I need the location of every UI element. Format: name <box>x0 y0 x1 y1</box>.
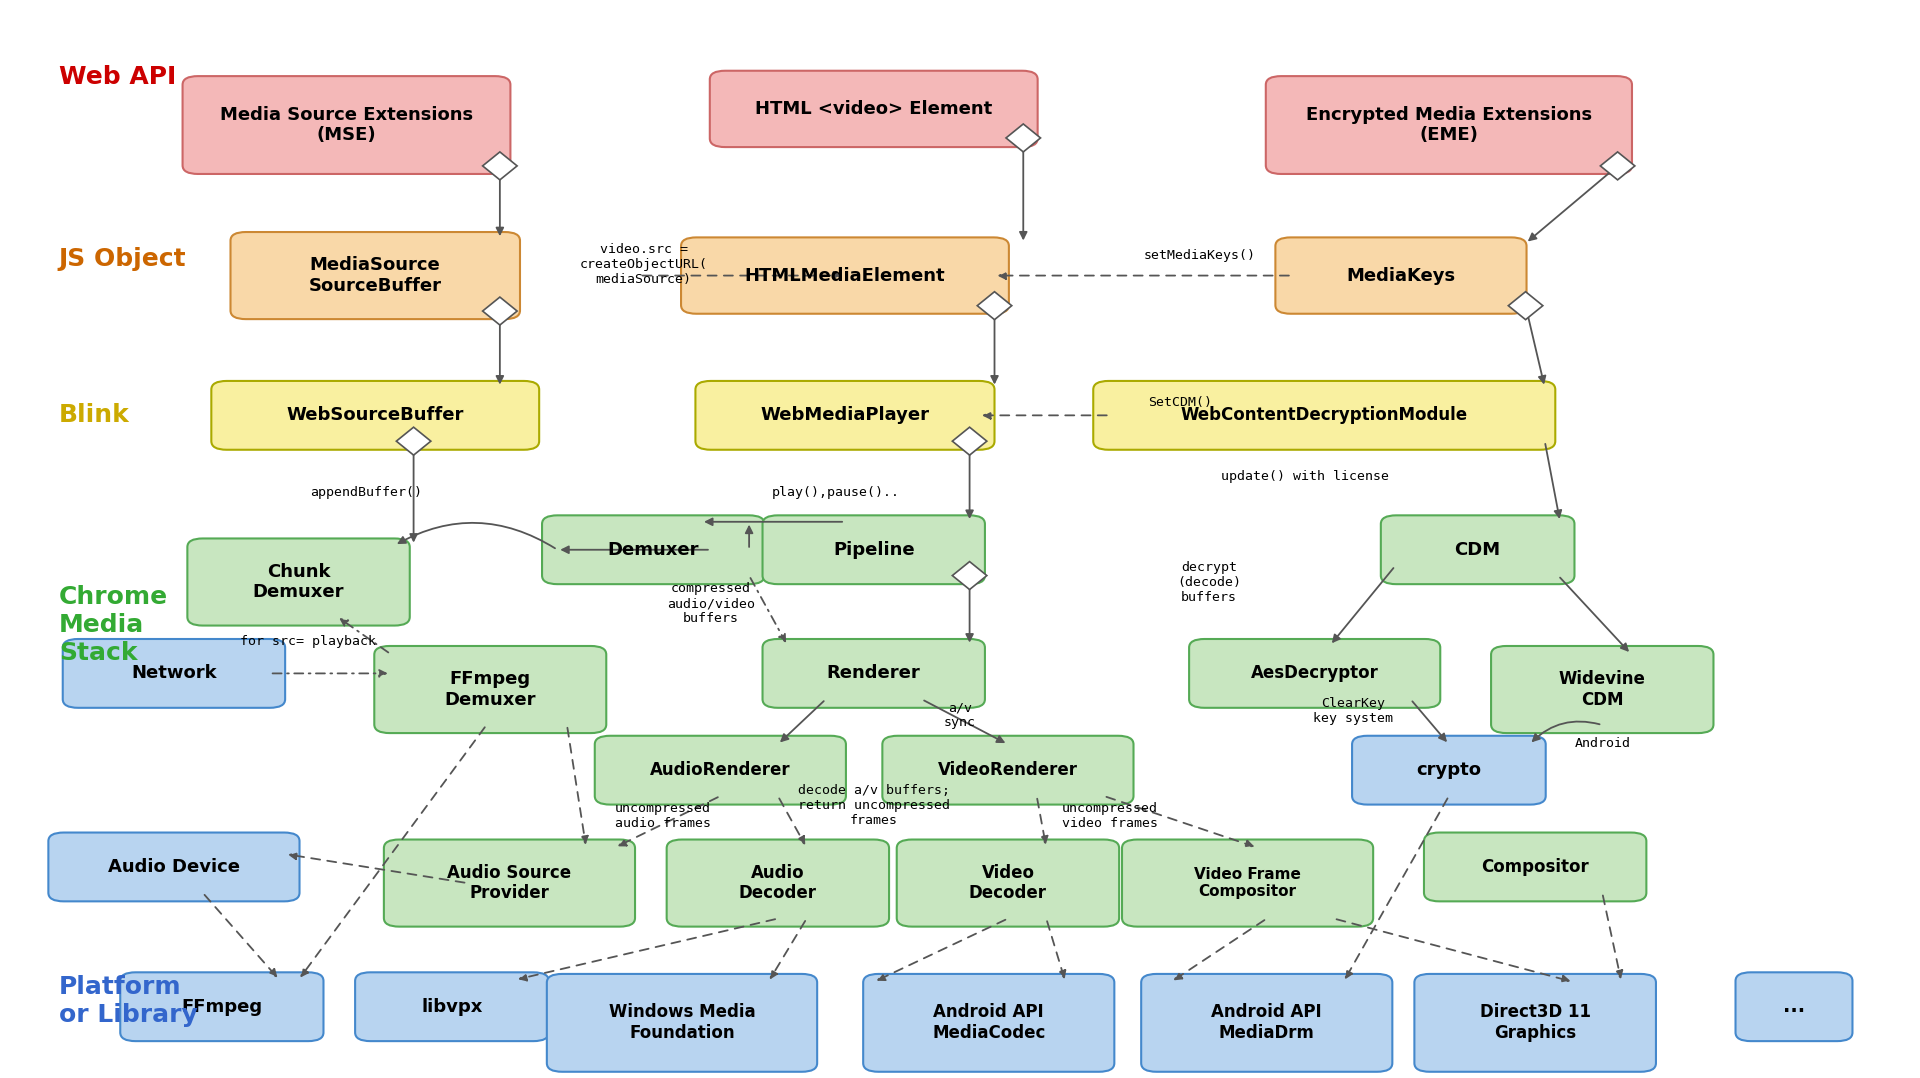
Polygon shape <box>1006 124 1041 152</box>
FancyBboxPatch shape <box>1380 515 1574 584</box>
Polygon shape <box>482 152 516 180</box>
Polygon shape <box>977 292 1012 320</box>
Text: Android: Android <box>1574 736 1630 750</box>
Polygon shape <box>952 562 987 590</box>
Text: compressed
audio/video
buffers: compressed audio/video buffers <box>666 582 755 625</box>
FancyBboxPatch shape <box>48 832 300 901</box>
Text: AesDecryptor: AesDecryptor <box>1250 664 1379 682</box>
FancyBboxPatch shape <box>182 77 511 174</box>
Text: Platform
or Library: Platform or Library <box>60 976 198 1027</box>
Text: decrypt
(decode)
buffers: decrypt (decode) buffers <box>1177 561 1240 604</box>
Text: update() with license: update() with license <box>1221 470 1388 483</box>
FancyBboxPatch shape <box>230 232 520 319</box>
FancyBboxPatch shape <box>897 840 1119 927</box>
Text: Chunk
Demuxer: Chunk Demuxer <box>253 563 344 602</box>
Text: SetCDM(): SetCDM() <box>1148 396 1213 409</box>
FancyBboxPatch shape <box>695 381 995 450</box>
FancyBboxPatch shape <box>883 736 1133 804</box>
FancyBboxPatch shape <box>1415 973 1655 1072</box>
Text: JS Object: JS Object <box>60 248 186 272</box>
Text: crypto: crypto <box>1417 761 1482 779</box>
Text: Renderer: Renderer <box>828 664 920 682</box>
Text: Demuxer: Demuxer <box>607 541 699 558</box>
FancyBboxPatch shape <box>121 972 323 1041</box>
Polygon shape <box>482 298 516 326</box>
FancyBboxPatch shape <box>211 381 540 450</box>
FancyBboxPatch shape <box>1188 639 1440 708</box>
Text: MediaKeys: MediaKeys <box>1346 266 1455 285</box>
Text: Android API
MediaCodec: Android API MediaCodec <box>931 1004 1046 1042</box>
Text: Compositor: Compositor <box>1482 858 1590 876</box>
Text: Audio Source
Provider: Audio Source Provider <box>447 863 572 902</box>
FancyBboxPatch shape <box>1092 381 1555 450</box>
FancyBboxPatch shape <box>63 639 286 708</box>
Text: Pipeline: Pipeline <box>833 541 914 558</box>
FancyBboxPatch shape <box>710 71 1037 147</box>
Text: for src= playback: for src= playback <box>240 635 376 648</box>
FancyBboxPatch shape <box>541 515 764 584</box>
FancyBboxPatch shape <box>1736 972 1853 1041</box>
Text: AudioRenderer: AudioRenderer <box>651 761 791 779</box>
Text: a/v
sync: a/v sync <box>945 702 975 730</box>
Polygon shape <box>952 427 987 455</box>
Text: Video Frame
Compositor: Video Frame Compositor <box>1194 867 1302 899</box>
Text: FFmpeg
Demuxer: FFmpeg Demuxer <box>445 671 536 709</box>
Text: FFmpeg: FFmpeg <box>180 998 263 1015</box>
Text: VideoRenderer: VideoRenderer <box>939 761 1077 779</box>
FancyBboxPatch shape <box>1275 237 1526 314</box>
FancyBboxPatch shape <box>188 539 409 625</box>
Text: Blink: Blink <box>60 403 131 427</box>
FancyBboxPatch shape <box>595 736 847 804</box>
Text: Windows Media
Foundation: Windows Media Foundation <box>609 1004 755 1042</box>
FancyBboxPatch shape <box>374 646 607 733</box>
FancyBboxPatch shape <box>1121 840 1373 927</box>
FancyBboxPatch shape <box>1140 973 1392 1072</box>
Text: Android API
MediaDrm: Android API MediaDrm <box>1212 1004 1323 1042</box>
FancyBboxPatch shape <box>1492 646 1713 733</box>
Text: HTML <video> Element: HTML <video> Element <box>755 100 993 118</box>
Text: Media Source Extensions
(MSE): Media Source Extensions (MSE) <box>221 106 472 144</box>
Polygon shape <box>396 427 430 455</box>
Text: WebSourceBuffer: WebSourceBuffer <box>286 406 465 425</box>
FancyBboxPatch shape <box>762 639 985 708</box>
Text: appendBuffer(): appendBuffer() <box>309 486 422 499</box>
Text: HTMLMediaElement: HTMLMediaElement <box>745 266 945 285</box>
Text: Network: Network <box>131 664 217 682</box>
Text: MediaSource
SourceBuffer: MediaSource SourceBuffer <box>309 257 442 295</box>
Text: Audio Device: Audio Device <box>108 858 240 876</box>
Text: video.src =
createObjectURL(
mediaSource): video.src = createObjectURL( mediaSource… <box>580 244 708 287</box>
FancyBboxPatch shape <box>355 972 549 1041</box>
Text: Video
Decoder: Video Decoder <box>970 863 1046 902</box>
Text: Widevine
CDM: Widevine CDM <box>1559 671 1645 709</box>
Text: uncompressed
video frames: uncompressed video frames <box>1062 802 1158 830</box>
FancyBboxPatch shape <box>1265 77 1632 174</box>
Text: setMediaKeys(): setMediaKeys() <box>1144 249 1256 262</box>
Text: Encrypted Media Extensions
(EME): Encrypted Media Extensions (EME) <box>1306 106 1592 144</box>
Text: uncompressed
audio frames: uncompressed audio frames <box>614 802 710 830</box>
Text: libvpx: libvpx <box>420 998 482 1015</box>
Text: Audio
Decoder: Audio Decoder <box>739 863 816 902</box>
Text: ClearKey
key system: ClearKey key system <box>1313 697 1394 725</box>
FancyBboxPatch shape <box>864 973 1114 1072</box>
Text: decode a/v buffers;
return uncompressed
frames: decode a/v buffers; return uncompressed … <box>797 784 950 827</box>
FancyBboxPatch shape <box>1425 832 1645 901</box>
Text: ...: ... <box>1784 997 1805 1017</box>
Text: Direct3D 11
Graphics: Direct3D 11 Graphics <box>1480 1004 1590 1042</box>
FancyBboxPatch shape <box>762 515 985 584</box>
Text: play(),pause()..: play(),pause().. <box>772 486 899 499</box>
Text: Chrome
Media
Stack: Chrome Media Stack <box>60 585 169 665</box>
FancyBboxPatch shape <box>1352 736 1546 804</box>
Text: WebMediaPlayer: WebMediaPlayer <box>760 406 929 425</box>
Text: WebContentDecryptionModule: WebContentDecryptionModule <box>1181 406 1467 425</box>
Polygon shape <box>1509 292 1544 320</box>
FancyBboxPatch shape <box>666 840 889 927</box>
Polygon shape <box>1601 152 1634 180</box>
FancyBboxPatch shape <box>682 237 1008 314</box>
FancyBboxPatch shape <box>384 840 636 927</box>
Text: CDM: CDM <box>1455 541 1501 558</box>
FancyBboxPatch shape <box>547 973 818 1072</box>
Text: Web API: Web API <box>60 65 177 88</box>
